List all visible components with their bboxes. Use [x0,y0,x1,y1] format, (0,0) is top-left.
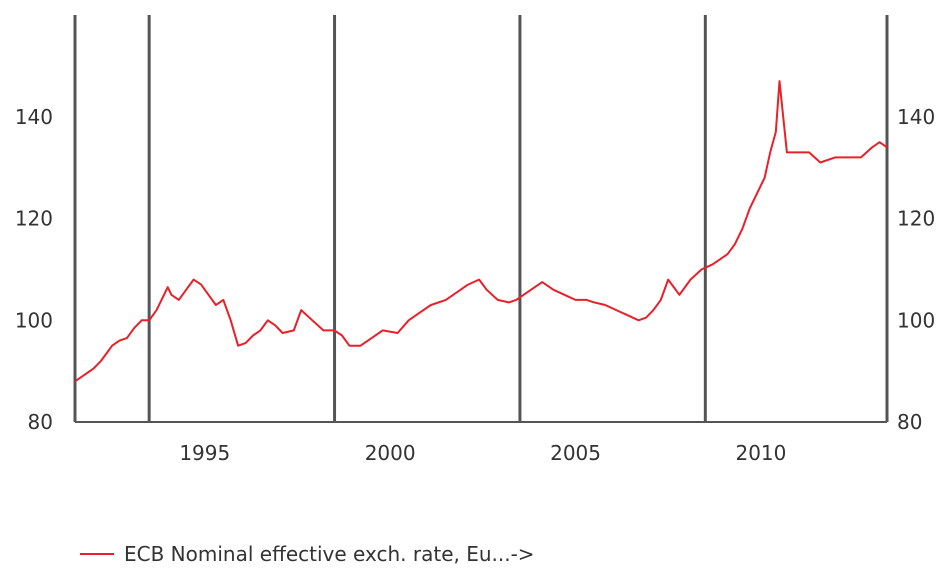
line-chart: 80 100 120 140 80 100 120 140 1995 2000 2005 2010 [15,15,935,465]
y-tick-label-left: 140 [15,105,53,129]
x-axis-labels: 1995 2000 2005 2010 [179,441,786,465]
y-tick-label-right: 120 [897,207,935,231]
legend-label: ECB Nominal effective exch. rate, Eu...-… [124,542,535,566]
y-tick-label-left: 120 [15,207,53,231]
x-tick-label: 2005 [550,441,601,465]
y-tick-label-left: 100 [15,308,53,332]
series-line-nominal-effective-rate [74,80,888,383]
x-tick-label: 1995 [179,441,230,465]
vertical-reference-lines [73,15,889,422]
y-tick-label-right: 100 [897,308,935,332]
legend-swatch [80,553,114,555]
legend: ECB Nominal effective exch. rate, Eu...-… [80,540,535,568]
x-tick-label: 2010 [735,441,786,465]
y-axis-right-labels: 80 100 120 140 [897,105,935,434]
y-tick-label-right: 140 [897,105,935,129]
y-axis-left-labels: 80 100 120 140 [15,105,53,434]
y-tick-label-left: 80 [28,410,53,434]
x-tick-label: 2000 [365,441,416,465]
y-tick-label-right: 80 [897,410,922,434]
